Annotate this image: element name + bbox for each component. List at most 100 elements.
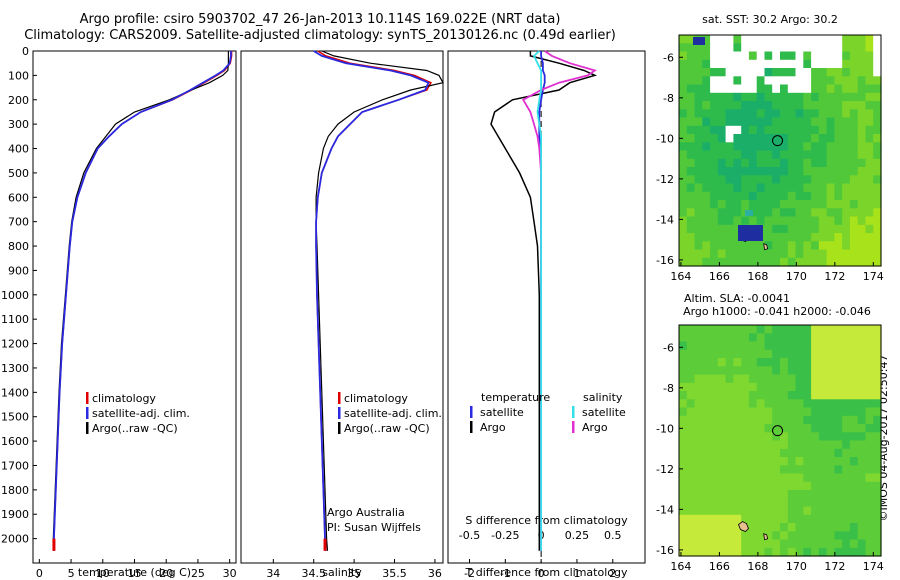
page-title: Argo profile: csiro 5903702_47 26-Jan-20…	[0, 12, 640, 44]
sst-map-cell	[780, 208, 789, 218]
sst-map-cell	[857, 200, 867, 209]
sst-map-cell	[710, 142, 719, 152]
sla-map-cell	[686, 514, 696, 524]
sla-map-cell	[873, 358, 882, 367]
sla-island-outline	[738, 521, 749, 533]
sst-map-cell	[717, 35, 727, 44]
title-line-1: Argo profile: csiro 5903702_47 26-Jan-20…	[79, 12, 561, 27]
sla-map-cell	[764, 490, 773, 499]
sla-map-cell	[717, 531, 727, 541]
sla-map-cell	[748, 457, 758, 466]
sla-map-cell	[756, 457, 766, 466]
salinity-axis-label: salinity	[322, 566, 362, 579]
sst-map-cell	[725, 59, 734, 69]
sla-map-cell	[756, 506, 766, 516]
sst-map-cell	[733, 101, 742, 110]
temperature-panel-frame	[32, 50, 237, 564]
sst-map-cell	[764, 257, 773, 267]
sla-map-cell	[741, 333, 750, 343]
sst-map-cell	[857, 76, 867, 86]
sst-map-cell	[710, 59, 719, 69]
sla-map-cell	[679, 498, 688, 508]
sla-map-cell	[679, 374, 688, 384]
sla-map-cell	[686, 432, 696, 442]
sla-map-x-tick-label: 164	[670, 560, 691, 573]
sla-map-cell	[842, 358, 851, 367]
differences-x-tick-label: -2	[464, 567, 475, 580]
sst-map-cell	[772, 150, 781, 160]
sst-map-cell	[741, 167, 750, 176]
sla-map-cell	[748, 448, 758, 458]
sst-map-cell	[725, 51, 734, 61]
sla-map-cell	[857, 333, 867, 343]
sla-map-cell	[725, 415, 734, 425]
sla-map-cell	[717, 506, 727, 516]
sst-map-cell	[694, 92, 703, 102]
sla-map-cell	[826, 539, 835, 549]
sla-map-cell	[826, 457, 835, 466]
sst-cold-patch	[738, 225, 763, 241]
sst-map-cell	[710, 224, 719, 234]
sla-map-cell	[873, 349, 882, 359]
sst-map-cell	[679, 125, 688, 135]
sla-map-cell	[710, 325, 719, 334]
sst-map-cell	[679, 142, 688, 152]
sla-map-cell	[849, 325, 859, 334]
sst-map-x-tick-label: 164	[670, 270, 691, 283]
sla-map-cell	[857, 448, 867, 458]
sla-map-cell	[756, 432, 766, 442]
sst-map-cell	[702, 158, 711, 168]
sst-map-x-tick-label: 166	[709, 270, 730, 283]
sst-map-cell	[748, 167, 758, 176]
sla-map-cell	[710, 358, 719, 367]
sst-map-cell	[756, 92, 766, 102]
sla-map-cell	[710, 399, 719, 409]
sla-map-cell	[694, 391, 703, 400]
sst-map-cell	[780, 92, 789, 102]
sst-map-cell	[803, 167, 812, 176]
sst-map-cell	[826, 125, 835, 135]
sla-map-y-tick-label: -6	[663, 341, 674, 354]
sla-map-cell	[780, 481, 789, 491]
sst-map-cell	[811, 224, 820, 234]
sla-map-cell	[795, 333, 804, 343]
sst-map-cell	[811, 68, 820, 77]
sla-map-cell	[811, 366, 820, 376]
sla-map-cell	[842, 424, 851, 433]
sla-map-cell	[849, 366, 859, 376]
sst-map-cell	[811, 167, 820, 176]
sla-map-cell	[834, 391, 843, 400]
sst-map-cell	[873, 84, 882, 94]
sla-map-cell	[694, 399, 703, 409]
sst-map-cell	[748, 101, 758, 110]
sla-map-cell	[803, 341, 812, 351]
sst-map-cell	[795, 150, 804, 160]
sla-map-cell	[818, 531, 828, 541]
sst-map-cell	[741, 117, 750, 127]
sst-map-cell	[795, 43, 804, 53]
sst-map-cell	[873, 208, 882, 218]
sst-map-cell	[842, 76, 851, 86]
sla-map-cell	[725, 506, 734, 516]
sla-map-cell	[834, 448, 843, 458]
sla-map-cell	[818, 432, 828, 442]
sst-map-cell	[710, 134, 719, 143]
sst-map-cell	[679, 249, 688, 259]
sst-map-cell	[741, 76, 750, 86]
sla-map-cell	[873, 440, 882, 450]
sla-map-cell	[772, 465, 781, 475]
sst-map-cell	[733, 142, 742, 152]
sla-map-y-tick-label: -8	[663, 382, 674, 395]
sst-map-cell	[803, 68, 812, 77]
sst-map-cell	[725, 150, 734, 160]
sst-map-cell	[679, 175, 688, 185]
sla-map-cell	[725, 531, 734, 541]
sla-map-subtitle: Argo h1000: -0.041 h2000: -0.046	[683, 305, 871, 318]
sla-map-cell	[756, 424, 766, 433]
sla-map-cell	[780, 448, 789, 458]
sla-map-cell	[780, 407, 789, 417]
sla-map-cell	[873, 465, 882, 475]
sla-map-cell	[873, 490, 882, 499]
sla-map-cell	[834, 531, 843, 541]
sst-map-cell	[764, 249, 773, 259]
